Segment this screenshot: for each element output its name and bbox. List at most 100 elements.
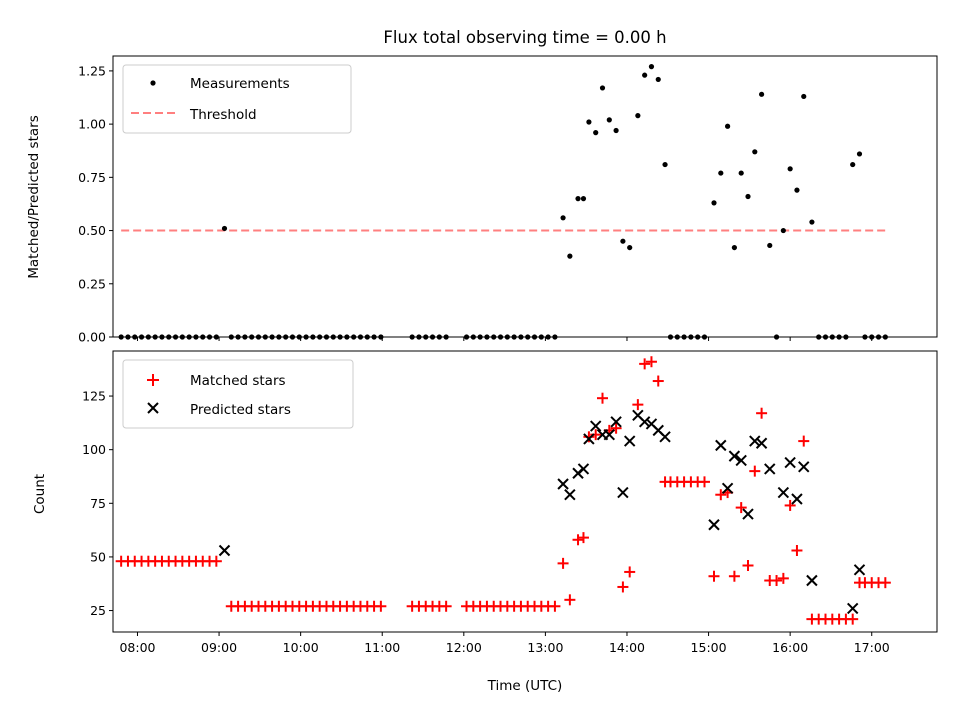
data-point bbox=[577, 532, 589, 544]
data-point bbox=[560, 215, 566, 221]
data-point bbox=[642, 72, 648, 78]
data-point bbox=[648, 64, 655, 70]
data-point bbox=[655, 76, 661, 83]
data-point bbox=[639, 358, 651, 370]
data-point bbox=[718, 170, 724, 176]
data-point bbox=[809, 219, 815, 225]
data-point bbox=[567, 253, 573, 259]
data-point bbox=[711, 200, 717, 206]
data-point bbox=[572, 534, 584, 546]
data-point bbox=[613, 127, 619, 134]
data-point bbox=[777, 572, 789, 584]
ratio-y-axis: 0.00 0.25 0.50 0.75 1.00 1.25 bbox=[78, 63, 113, 345]
legend-box bbox=[122, 64, 352, 134]
legend-label-matched: Matched stars bbox=[190, 373, 286, 389]
data-point bbox=[577, 463, 590, 475]
data-point bbox=[784, 499, 796, 511]
data-point bbox=[755, 437, 768, 449]
data-point bbox=[586, 119, 592, 125]
data-point bbox=[780, 227, 786, 234]
data-point bbox=[787, 166, 793, 172]
data-point bbox=[599, 85, 606, 91]
data-point bbox=[715, 439, 727, 452]
data-point bbox=[597, 392, 609, 404]
y-tick-label: 1.25 bbox=[78, 63, 106, 78]
x-tick-label: 12:00 bbox=[446, 640, 482, 655]
count-plot-area bbox=[115, 356, 891, 625]
data-point bbox=[624, 566, 636, 578]
data-point bbox=[801, 93, 807, 100]
data-point bbox=[735, 454, 747, 467]
data-point bbox=[564, 489, 576, 501]
data-point bbox=[794, 187, 800, 193]
data-point bbox=[846, 602, 859, 615]
data-point bbox=[210, 555, 222, 567]
data-point bbox=[847, 613, 859, 625]
data-point bbox=[879, 577, 891, 589]
series-matched-stars bbox=[115, 356, 891, 625]
data-point bbox=[617, 581, 629, 593]
data-point bbox=[784, 456, 796, 469]
data-point bbox=[580, 196, 587, 202]
data-point bbox=[791, 544, 803, 556]
x-tick-label: 17:00 bbox=[854, 640, 890, 655]
data-point bbox=[850, 161, 856, 168]
chart-title: Flux total observing time = 0.00 h bbox=[383, 28, 666, 47]
count-y-axis-label: Count bbox=[32, 474, 48, 514]
data-point bbox=[375, 600, 387, 612]
data-point bbox=[557, 557, 569, 569]
y-tick-label: 0.25 bbox=[78, 276, 106, 291]
count-panel: 25 50 75 100 125 08:00 09:00 10:00 11:00 12:00 13… bbox=[32, 350, 938, 694]
data-point bbox=[440, 600, 452, 612]
series-predicted-stars bbox=[218, 409, 866, 615]
data-point bbox=[606, 117, 612, 123]
ratio-plot-frame bbox=[112, 55, 938, 338]
data-point bbox=[745, 193, 751, 200]
data-point bbox=[731, 244, 737, 251]
data-point bbox=[635, 113, 641, 119]
data-point bbox=[589, 420, 602, 432]
data-point bbox=[798, 435, 810, 447]
x-tick-label: 15:00 bbox=[691, 640, 727, 655]
data-point bbox=[662, 161, 668, 168]
data-point bbox=[708, 570, 720, 582]
data-point bbox=[583, 433, 595, 445]
series-measurements bbox=[118, 64, 888, 340]
data-point bbox=[617, 486, 629, 499]
y-tick-label: 100 bbox=[82, 442, 106, 457]
x-axis-label: Time (UTC) bbox=[487, 678, 563, 694]
data-point bbox=[632, 399, 644, 411]
ratio-y-axis-label: Matched/Predicted stars bbox=[26, 115, 42, 278]
legend-label-measurements: Measurements bbox=[190, 76, 290, 92]
x-tick-label: 10:00 bbox=[283, 640, 319, 655]
count-plot-frame bbox=[112, 350, 938, 633]
data-point bbox=[758, 91, 765, 97]
y-tick-label: 75 bbox=[90, 496, 106, 511]
data-point bbox=[620, 238, 626, 244]
data-point bbox=[652, 375, 664, 387]
data-point bbox=[735, 502, 747, 514]
data-point bbox=[645, 356, 657, 368]
ratio-x-ticks bbox=[136, 337, 873, 341]
data-point bbox=[749, 435, 761, 447]
data-point bbox=[564, 594, 576, 606]
y-tick-label: 125 bbox=[82, 389, 106, 404]
ratio-plot-area bbox=[118, 64, 889, 340]
x-tick-label: 09:00 bbox=[201, 640, 237, 655]
data-point bbox=[853, 564, 866, 576]
y-tick-label: 25 bbox=[90, 603, 106, 618]
legend-label-predicted: Predicted stars bbox=[190, 402, 291, 418]
data-point bbox=[638, 416, 651, 428]
data-point bbox=[742, 560, 754, 572]
y-tick-label: 50 bbox=[90, 549, 106, 564]
data-point bbox=[771, 575, 783, 587]
x-tick-label: 16:00 bbox=[772, 640, 808, 655]
data-point bbox=[728, 570, 740, 582]
data-point bbox=[659, 431, 671, 443]
count-legend: Matched stars Predicted stars bbox=[122, 359, 354, 429]
count-x-axis: 08:00 09:00 10:00 11:00 12:00 13:00 14:00 15:00… bbox=[119, 632, 890, 655]
data-point bbox=[623, 435, 636, 447]
data-point bbox=[610, 422, 622, 434]
data-point bbox=[708, 519, 720, 531]
